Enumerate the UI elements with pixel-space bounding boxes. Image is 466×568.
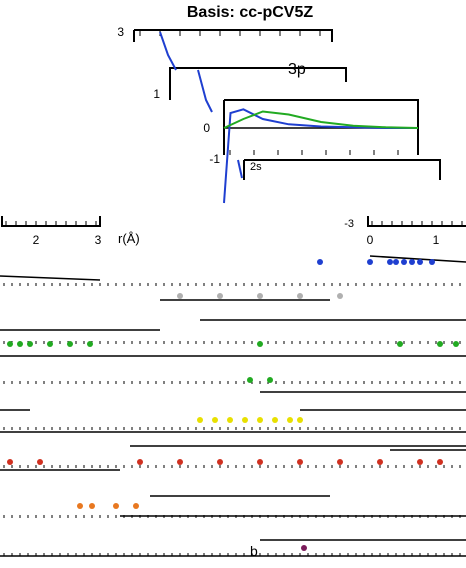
data-point-red — [437, 459, 443, 465]
data-point-green — [27, 341, 33, 347]
data-point-yellow — [257, 417, 263, 423]
x-tick-label: 2 — [33, 233, 40, 247]
data-point-green — [437, 341, 443, 347]
data-point-green — [453, 341, 459, 347]
data-point-yellow — [297, 417, 303, 423]
data-point-green — [87, 341, 93, 347]
data-point-gray — [177, 293, 183, 299]
data-point-orange — [113, 503, 119, 509]
data-point-yellow — [272, 417, 278, 423]
data-point-green — [17, 341, 23, 347]
data-point-green — [247, 377, 253, 383]
y-tick-label: 0 — [203, 121, 210, 135]
data-point-green — [397, 341, 403, 347]
x-tick-label: 3 — [95, 233, 102, 247]
blue-curve-upper — [159, 31, 177, 71]
panel-label-b: b — [250, 543, 258, 559]
data-point-red — [137, 459, 143, 465]
series-line-2s — [223, 108, 418, 204]
data-point-yellow — [212, 417, 218, 423]
blue-curve-mid — [197, 69, 213, 113]
data-point-green — [67, 341, 73, 347]
data-point-red — [377, 459, 383, 465]
data-point-yellow — [197, 417, 203, 423]
data-point-green — [47, 341, 53, 347]
data-point-red — [297, 459, 303, 465]
chart-title: Basis: cc-pCV5Z — [187, 4, 313, 21]
x-tick-label: 0 — [367, 233, 374, 247]
blue-curve-lower — [237, 159, 243, 179]
data-point-blue — [401, 259, 407, 265]
x-axis-left — [1, 216, 101, 227]
y-tick-label: 3 — [117, 25, 124, 39]
data-point-purple — [301, 545, 307, 551]
y-tick-label: -1 — [209, 152, 220, 166]
x-axis-label: r(Å) — [118, 231, 140, 246]
data-point-blue — [387, 259, 393, 265]
data-point-red — [177, 459, 183, 465]
x-axis-right — [367, 216, 466, 227]
series-line-3p — [223, 110, 419, 129]
data-point-gray — [297, 293, 303, 299]
panel-edge — [0, 275, 101, 281]
data-point-red — [337, 459, 343, 465]
data-point-green — [267, 377, 273, 383]
data-point-blue — [417, 259, 423, 265]
data-point-green — [7, 341, 13, 347]
data-point-gray — [257, 293, 263, 299]
data-point-red — [417, 459, 423, 465]
data-point-blue — [429, 259, 435, 265]
panel-edge — [369, 255, 466, 263]
data-point-blue — [367, 259, 373, 265]
x-tick-label: 1 — [433, 233, 440, 247]
data-point-red — [37, 459, 43, 465]
data-point-gray — [337, 293, 343, 299]
frame-lower — [243, 159, 441, 180]
inset-label-3p: 3p — [288, 61, 306, 78]
data-point-orange — [133, 503, 139, 509]
y-tick-label: -3 — [344, 218, 354, 230]
data-point-gray — [217, 293, 223, 299]
data-point-orange — [77, 503, 83, 509]
data-point-red — [257, 459, 263, 465]
data-point-blue — [317, 259, 323, 265]
frame-middle — [169, 67, 347, 100]
data-point-orange — [89, 503, 95, 509]
data-point-yellow — [227, 417, 233, 423]
data-point-red — [7, 459, 13, 465]
data-point-red — [217, 459, 223, 465]
data-point-yellow — [242, 417, 248, 423]
data-point-green — [257, 341, 263, 347]
data-point-blue — [409, 259, 415, 265]
y-tick-label: 1 — [153, 87, 160, 101]
data-point-blue — [393, 259, 399, 265]
series-label-2s: 2s — [250, 161, 262, 173]
data-point-yellow — [287, 417, 293, 423]
